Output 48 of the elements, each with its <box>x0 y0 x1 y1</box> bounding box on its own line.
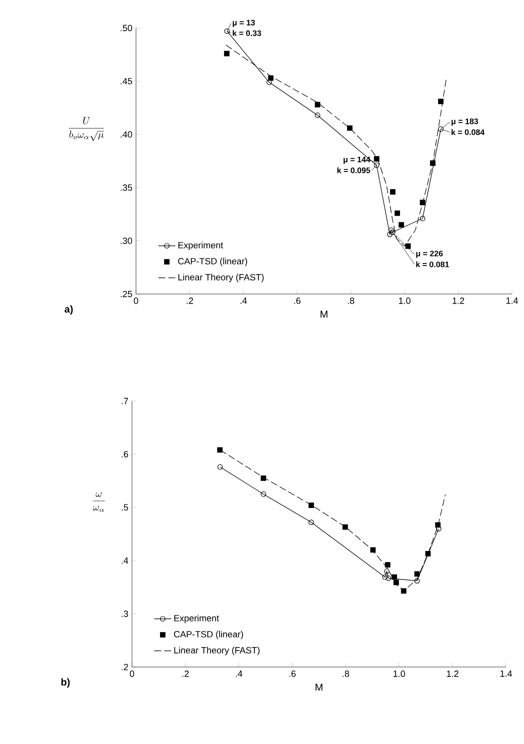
y-tick-label: .35 <box>120 184 132 191</box>
x-tick-label: .6 <box>289 670 296 677</box>
annotation: μ = 144 <box>344 156 370 164</box>
x-tick-label: 0 <box>130 670 134 677</box>
y-tick-label: .40 <box>120 131 132 138</box>
x-axis-title: M <box>316 684 322 691</box>
y-tick-label: .6 <box>122 451 128 458</box>
x-tick-label: .4 <box>236 670 242 677</box>
x-tick-label: .2 <box>186 298 194 304</box>
x-tick-label: .6 <box>294 298 300 304</box>
x-tick-label: 1.2 <box>452 298 464 304</box>
annotation: μ = 226 <box>416 250 443 258</box>
x-tick-label: 1.0 <box>394 670 406 677</box>
y-tick-label: .7 <box>122 398 128 404</box>
x-tick-label: 1.4 <box>506 298 518 304</box>
x-tick-label: .8 <box>342 670 350 677</box>
y-tick-label: .4 <box>122 558 128 564</box>
y-tick-label: .25 <box>120 290 132 298</box>
annotation: k = 0.33 <box>232 30 262 36</box>
legend-label: CAP-TSD (linear) <box>178 258 248 266</box>
legend-label: Linear Theory (FAST) <box>174 646 260 656</box>
legend-label: Experiment <box>178 242 224 250</box>
y-tick-label: .2 <box>122 664 128 670</box>
y-tick-label: .50 <box>120 24 132 32</box>
text: a) <box>64 305 73 315</box>
y-tick-label: .3 <box>122 610 128 617</box>
legend-label: CAP-TSD (linear) <box>174 630 244 640</box>
x-axis-title: M <box>320 310 328 318</box>
x-tick-label: .2 <box>182 670 189 677</box>
y-tick-label: .5 <box>122 504 128 511</box>
y-tick-label: .45 <box>120 78 132 84</box>
legend-label: Experiment <box>174 614 220 624</box>
x-tick-label: .4 <box>240 298 247 304</box>
text: b) <box>61 678 70 688</box>
y-axis-title: $\frac{U}{b_{o}\omega_{\alpha}\sqrt{\mu}}$ <box>68 117 104 141</box>
x-tick-label: 1.2 <box>447 670 458 677</box>
y-tick-label: .30 <box>120 238 132 244</box>
annotation: k = 0.081 <box>416 261 450 268</box>
x-tick-label: 1.4 <box>500 670 512 677</box>
annotation: μ = 183 <box>452 118 478 126</box>
annotation: k = 0.095 <box>337 167 370 174</box>
annotation: k = 0.084 <box>452 129 485 136</box>
y-axis-title: $\frac{\omega}{\omega_{\alpha}}$ <box>92 492 105 512</box>
legend-label: Linear Theory (FAST) <box>178 274 264 282</box>
x-tick-label: 1.0 <box>399 298 410 304</box>
x-tick-label: .8 <box>348 298 354 304</box>
x-tick-label: 0 <box>134 298 138 304</box>
annotation: μ = 13 <box>232 20 255 28</box>
